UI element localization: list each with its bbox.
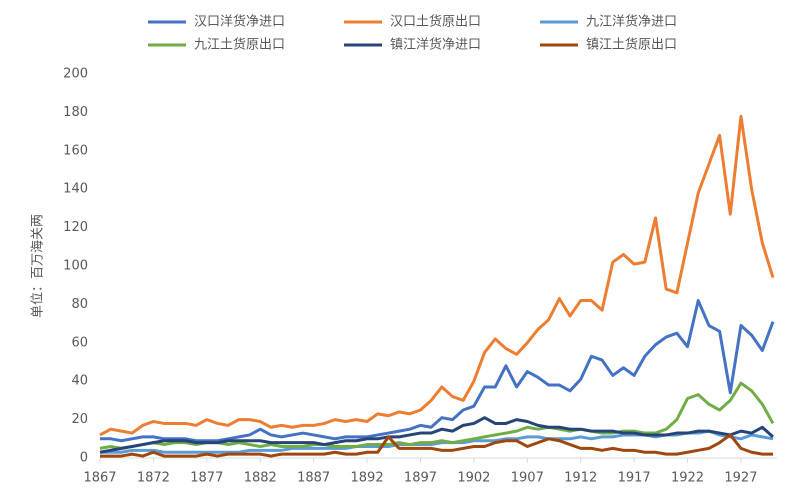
x-tick-label: 1887 — [297, 471, 330, 486]
y-tick-label: 40 — [71, 374, 88, 389]
y-tick-label: 180 — [63, 105, 88, 120]
x-tick-label: 1902 — [457, 471, 490, 486]
x-tick-label: 1882 — [244, 471, 277, 486]
y-tick-label: 20 — [71, 412, 88, 427]
y-tick-label: 80 — [71, 297, 88, 312]
x-tick-label: 1872 — [137, 471, 170, 486]
legend-label: 镇江土货原出口 — [586, 37, 677, 53]
line-series — [100, 299, 775, 443]
y-tick-label: 60 — [71, 335, 88, 350]
legend-label: 镇江洋货净进口 — [390, 37, 481, 53]
y-tick-label: 120 — [63, 220, 88, 235]
legend-label: 九江洋货净进口 — [586, 14, 677, 30]
line-series — [99, 114, 775, 437]
y-tick-label: 140 — [63, 182, 88, 197]
y-axis-label: 单位：百万海关两 — [31, 214, 46, 318]
x-tick-label: 1912 — [564, 471, 597, 486]
legend-label: 汉口土货原出口 — [390, 14, 481, 30]
x-tick-label: 1867 — [83, 471, 116, 486]
x-tick-label: 1917 — [618, 471, 651, 486]
line-series — [100, 433, 773, 458]
line-series — [99, 416, 775, 454]
legend-label: 汉口洋货净进口 — [194, 14, 285, 30]
x-tick-label: 1907 — [511, 471, 544, 486]
y-tick-label: 160 — [63, 143, 88, 158]
x-tick-label: 1927 — [724, 471, 757, 486]
x-tick-label: 1897 — [404, 471, 437, 486]
y-tick-label: 200 — [63, 67, 88, 82]
y-tick-label: 100 — [63, 259, 88, 274]
legend-label: 九江土货原出口 — [194, 37, 285, 53]
x-tick-label: 1922 — [671, 471, 704, 486]
y-tick-label: 0 — [80, 451, 88, 466]
x-tick-label: 1877 — [190, 471, 223, 486]
x-tick-label: 1892 — [351, 471, 384, 486]
